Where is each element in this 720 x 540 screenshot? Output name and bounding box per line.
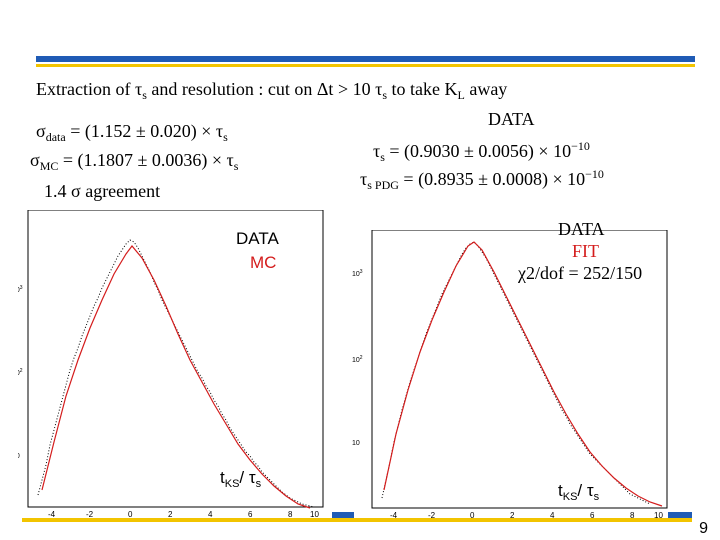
sigma-mc-line: σMC = (1.1807 ± 0.0036) × τs	[30, 150, 239, 173]
svg-text:-4: -4	[48, 510, 56, 519]
header-bar-blue	[36, 56, 695, 62]
svg-text:4: 4	[208, 510, 213, 519]
svg-text:2: 2	[510, 511, 515, 520]
svg-text:-2: -2	[86, 510, 94, 519]
svg-text:6: 6	[248, 510, 253, 519]
left-legend-mc: MC	[250, 253, 276, 272]
footer-bar-blue-1	[332, 512, 354, 518]
svg-text:4: 4	[550, 511, 555, 520]
svg-text:-4: -4	[390, 511, 398, 520]
left-ytick-3: 10	[18, 453, 20, 460]
left-legend-data: DATA	[236, 229, 279, 248]
svg-text:10: 10	[654, 511, 663, 520]
right-xlabel: tKS/ τs	[558, 481, 600, 503]
right-data-header: DATA	[488, 109, 535, 129]
right-legend-fit: FIT	[572, 241, 599, 261]
footer-bar-yellow	[22, 518, 692, 522]
left-mc-curve	[41, 245, 311, 509]
right-histogram-plot: 103 102 10 -4 -2 0 2 4 6 8 10 tKS/ τs	[352, 230, 668, 520]
agreement-line: 1.4 σ agreement	[44, 181, 161, 201]
right-fit-curve	[383, 241, 663, 507]
header-bar-yellow	[36, 64, 695, 67]
svg-text:2: 2	[168, 510, 173, 519]
right-data-points	[381, 241, 651, 505]
left-ytick-1: 103	[18, 285, 23, 294]
sigma-data-line: σdata = (1.152 ± 0.020) × τs	[36, 121, 228, 144]
right-legend-chi2: χ2/dof = 252/150	[518, 263, 643, 283]
right-ytick-3: 10	[352, 440, 360, 447]
left-xticks: -4 -2 0 2 4 6 8 10	[48, 510, 319, 519]
svg-text:10: 10	[310, 510, 319, 519]
right-xticks: -4 -2 0 2 4 6 8 10	[390, 511, 663, 520]
svg-text:-2: -2	[428, 511, 436, 520]
svg-text:6: 6	[590, 511, 595, 520]
right-legend-data: DATA	[558, 219, 605, 239]
right-ytick-2: 102	[352, 355, 363, 364]
footer-bar-blue-2	[668, 512, 692, 518]
tau-s-line: τs = (0.9030 ± 0.0056) × 10−10	[373, 139, 590, 164]
slide-title: Extraction of τs and resolution : cut on…	[36, 79, 508, 102]
svg-text:0: 0	[128, 510, 133, 519]
right-plot-frame	[371, 230, 668, 509]
left-xlabel: tKS/ τs	[220, 468, 262, 490]
right-ytick-1: 103	[352, 269, 363, 278]
svg-text:0: 0	[470, 511, 475, 520]
page-number: 9	[699, 520, 708, 537]
tau-s-pdg-line: τs PDG = (0.8935 ± 0.0008) × 10−10	[360, 167, 604, 192]
svg-text:8: 8	[288, 510, 293, 519]
left-histogram-plot: 103 102 10 -4 -2 0 2 4 6 8 10 DATA MC tK…	[18, 210, 324, 519]
left-ytick-2: 102	[18, 368, 23, 377]
left-plot-frame	[27, 210, 324, 508]
svg-text:8: 8	[630, 511, 635, 520]
